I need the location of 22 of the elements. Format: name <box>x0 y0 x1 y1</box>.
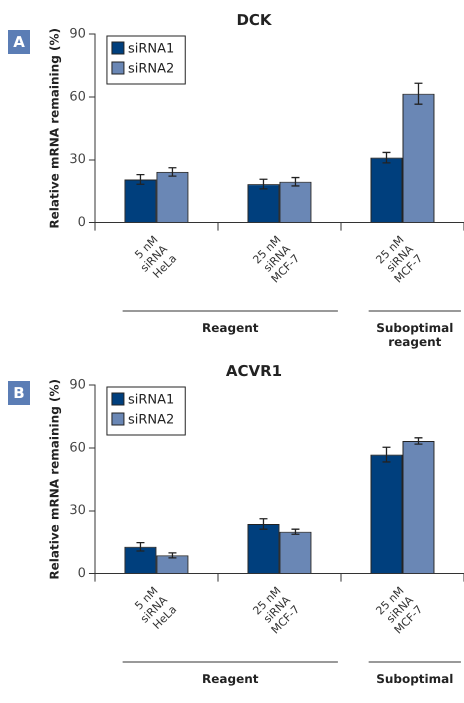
text: A <box>13 32 26 51</box>
legend-label: siRNA2 <box>128 61 174 76</box>
legend-label: siRNA1 <box>128 41 174 56</box>
legend-label: siRNA2 <box>128 412 174 428</box>
y-axis-title: Relative mRNA remaining (%) <box>47 28 62 229</box>
y-tick-label: 30 <box>69 503 86 518</box>
y-tick-label: 90 <box>69 377 86 392</box>
y-tick-label: 0 <box>78 566 86 581</box>
legend-label: siRNA1 <box>128 392 174 408</box>
y-tick-label: 30 <box>69 152 86 168</box>
y-axis-title: Relative mRNA remaining (%) <box>47 379 62 580</box>
text: Reagent <box>202 321 259 336</box>
chart-title: DCK <box>236 10 273 29</box>
y-tick-label: 0 <box>78 215 86 230</box>
y-tick-label: 60 <box>69 440 86 456</box>
text: Suboptimal <box>376 672 454 686</box>
text: B <box>13 384 25 402</box>
text: Suboptimal reagent <box>376 321 454 350</box>
y-tick-label: 60 <box>69 89 86 104</box>
y-tick-label: 90 <box>69 26 86 42</box>
text: Reagent <box>202 672 259 686</box>
chart-title: ACVR1 <box>226 362 282 380</box>
